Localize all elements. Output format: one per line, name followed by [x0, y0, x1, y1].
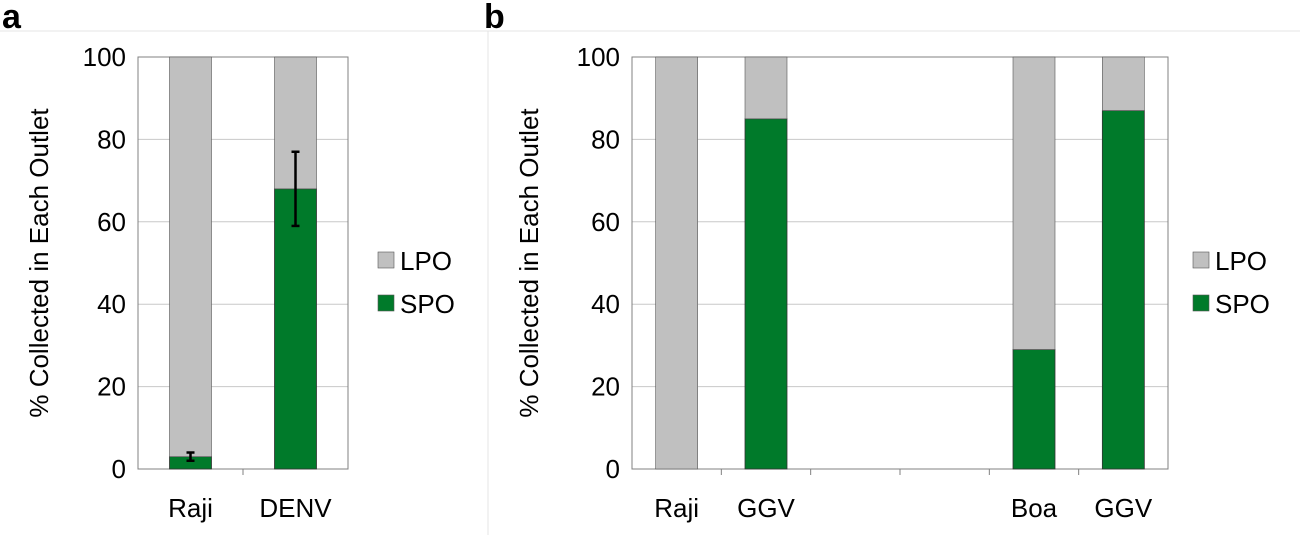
legend-spo-swatch [377, 294, 395, 312]
y-tick-label: 40 [591, 289, 620, 319]
legend-lpo-swatch [377, 251, 395, 269]
y-tick-label: 20 [97, 372, 126, 402]
x-tick-label: GGV [737, 493, 795, 523]
bar-lpo-ggv [744, 56, 788, 120]
y-tick-label: 80 [97, 124, 126, 154]
bar-spo-denv [274, 188, 317, 470]
legend-lpo-swatch [1192, 251, 1210, 269]
legend-spo-swatch [1192, 294, 1210, 312]
x-tick-label: Raji [654, 493, 699, 523]
x-tick-label: Raji [168, 493, 213, 523]
y-tick-label: 80 [591, 124, 620, 154]
panel-b-y-axis-title: % Collected in Each Outlet [514, 108, 544, 418]
bar-lpo-raji [169, 56, 212, 457]
legend-lpo-label: LPO [1215, 246, 1267, 276]
panel-a-plot: 0 20 40 60 80 100 Raji DENV [83, 42, 349, 523]
bar-lpo-ggv [1102, 56, 1145, 111]
bar-spo-boa [1012, 349, 1056, 470]
panel-b-legend: LPO SPO [1192, 246, 1270, 319]
y-tick-label: 0 [606, 454, 620, 484]
y-tick-label: 0 [112, 454, 126, 484]
bar-lpo-raji [655, 56, 698, 470]
panel-a-y-axis-title: % Collected in Each Outlet [24, 108, 54, 418]
x-tick-label: DENV [259, 493, 332, 523]
x-tick-label: Boa [1011, 493, 1058, 523]
plot-area-frame [631, 56, 1169, 470]
bar-lpo-boa [1012, 56, 1056, 350]
panel-a-legend: LPO SPO [377, 246, 455, 319]
y-tick-label: 20 [591, 372, 620, 402]
x-tick-label: GGV [1094, 493, 1152, 523]
bar-spo-ggv [744, 118, 788, 470]
y-tick-label: 40 [97, 289, 126, 319]
legend-lpo-label: LPO [400, 246, 452, 276]
y-tick-label: 60 [591, 207, 620, 237]
y-tick-label: 60 [97, 207, 126, 237]
bar-spo-ggv [1101, 110, 1145, 470]
legend-spo-label: SPO [1215, 289, 1270, 319]
legend-spo-label: SPO [400, 289, 455, 319]
panel-b-label: b [484, 0, 505, 36]
panel-a-label: a [2, 0, 22, 36]
y-tick-label: 100 [83, 42, 126, 72]
y-tick-label: 100 [577, 42, 620, 72]
panel-b-plot: 0 20 40 60 80 100 Raji GGV Boa GGV [577, 42, 1169, 523]
